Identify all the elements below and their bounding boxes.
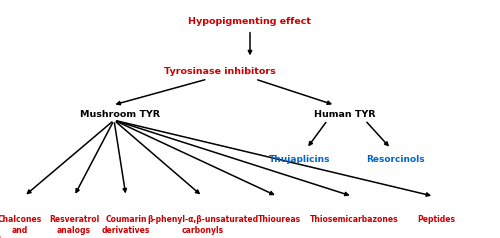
- Text: Coumarin
derivatives: Coumarin derivatives: [102, 215, 150, 235]
- Text: Thujaplicins: Thujaplicins: [269, 155, 331, 164]
- Text: Thioureas: Thioureas: [258, 215, 300, 224]
- Text: Peptides: Peptides: [417, 215, 455, 224]
- Text: Mushroom TYR: Mushroom TYR: [80, 110, 160, 119]
- Text: Tyrosinase inhibitors: Tyrosinase inhibitors: [164, 67, 276, 76]
- Text: Hypopigmenting effect: Hypopigmenting effect: [188, 17, 312, 26]
- Text: Thiosemicarbazones: Thiosemicarbazones: [310, 215, 398, 224]
- Text: Resveratrol
analogs: Resveratrol analogs: [49, 215, 99, 235]
- Text: Human TYR: Human TYR: [314, 110, 376, 119]
- Text: Chalcones
and
flavanones: Chalcones and flavanones: [0, 215, 44, 238]
- Text: β-phenyl-α,β-unsaturated
carbonyls: β-phenyl-α,β-unsaturated carbonyls: [147, 215, 258, 235]
- Text: Resorcinols: Resorcinols: [366, 155, 424, 164]
